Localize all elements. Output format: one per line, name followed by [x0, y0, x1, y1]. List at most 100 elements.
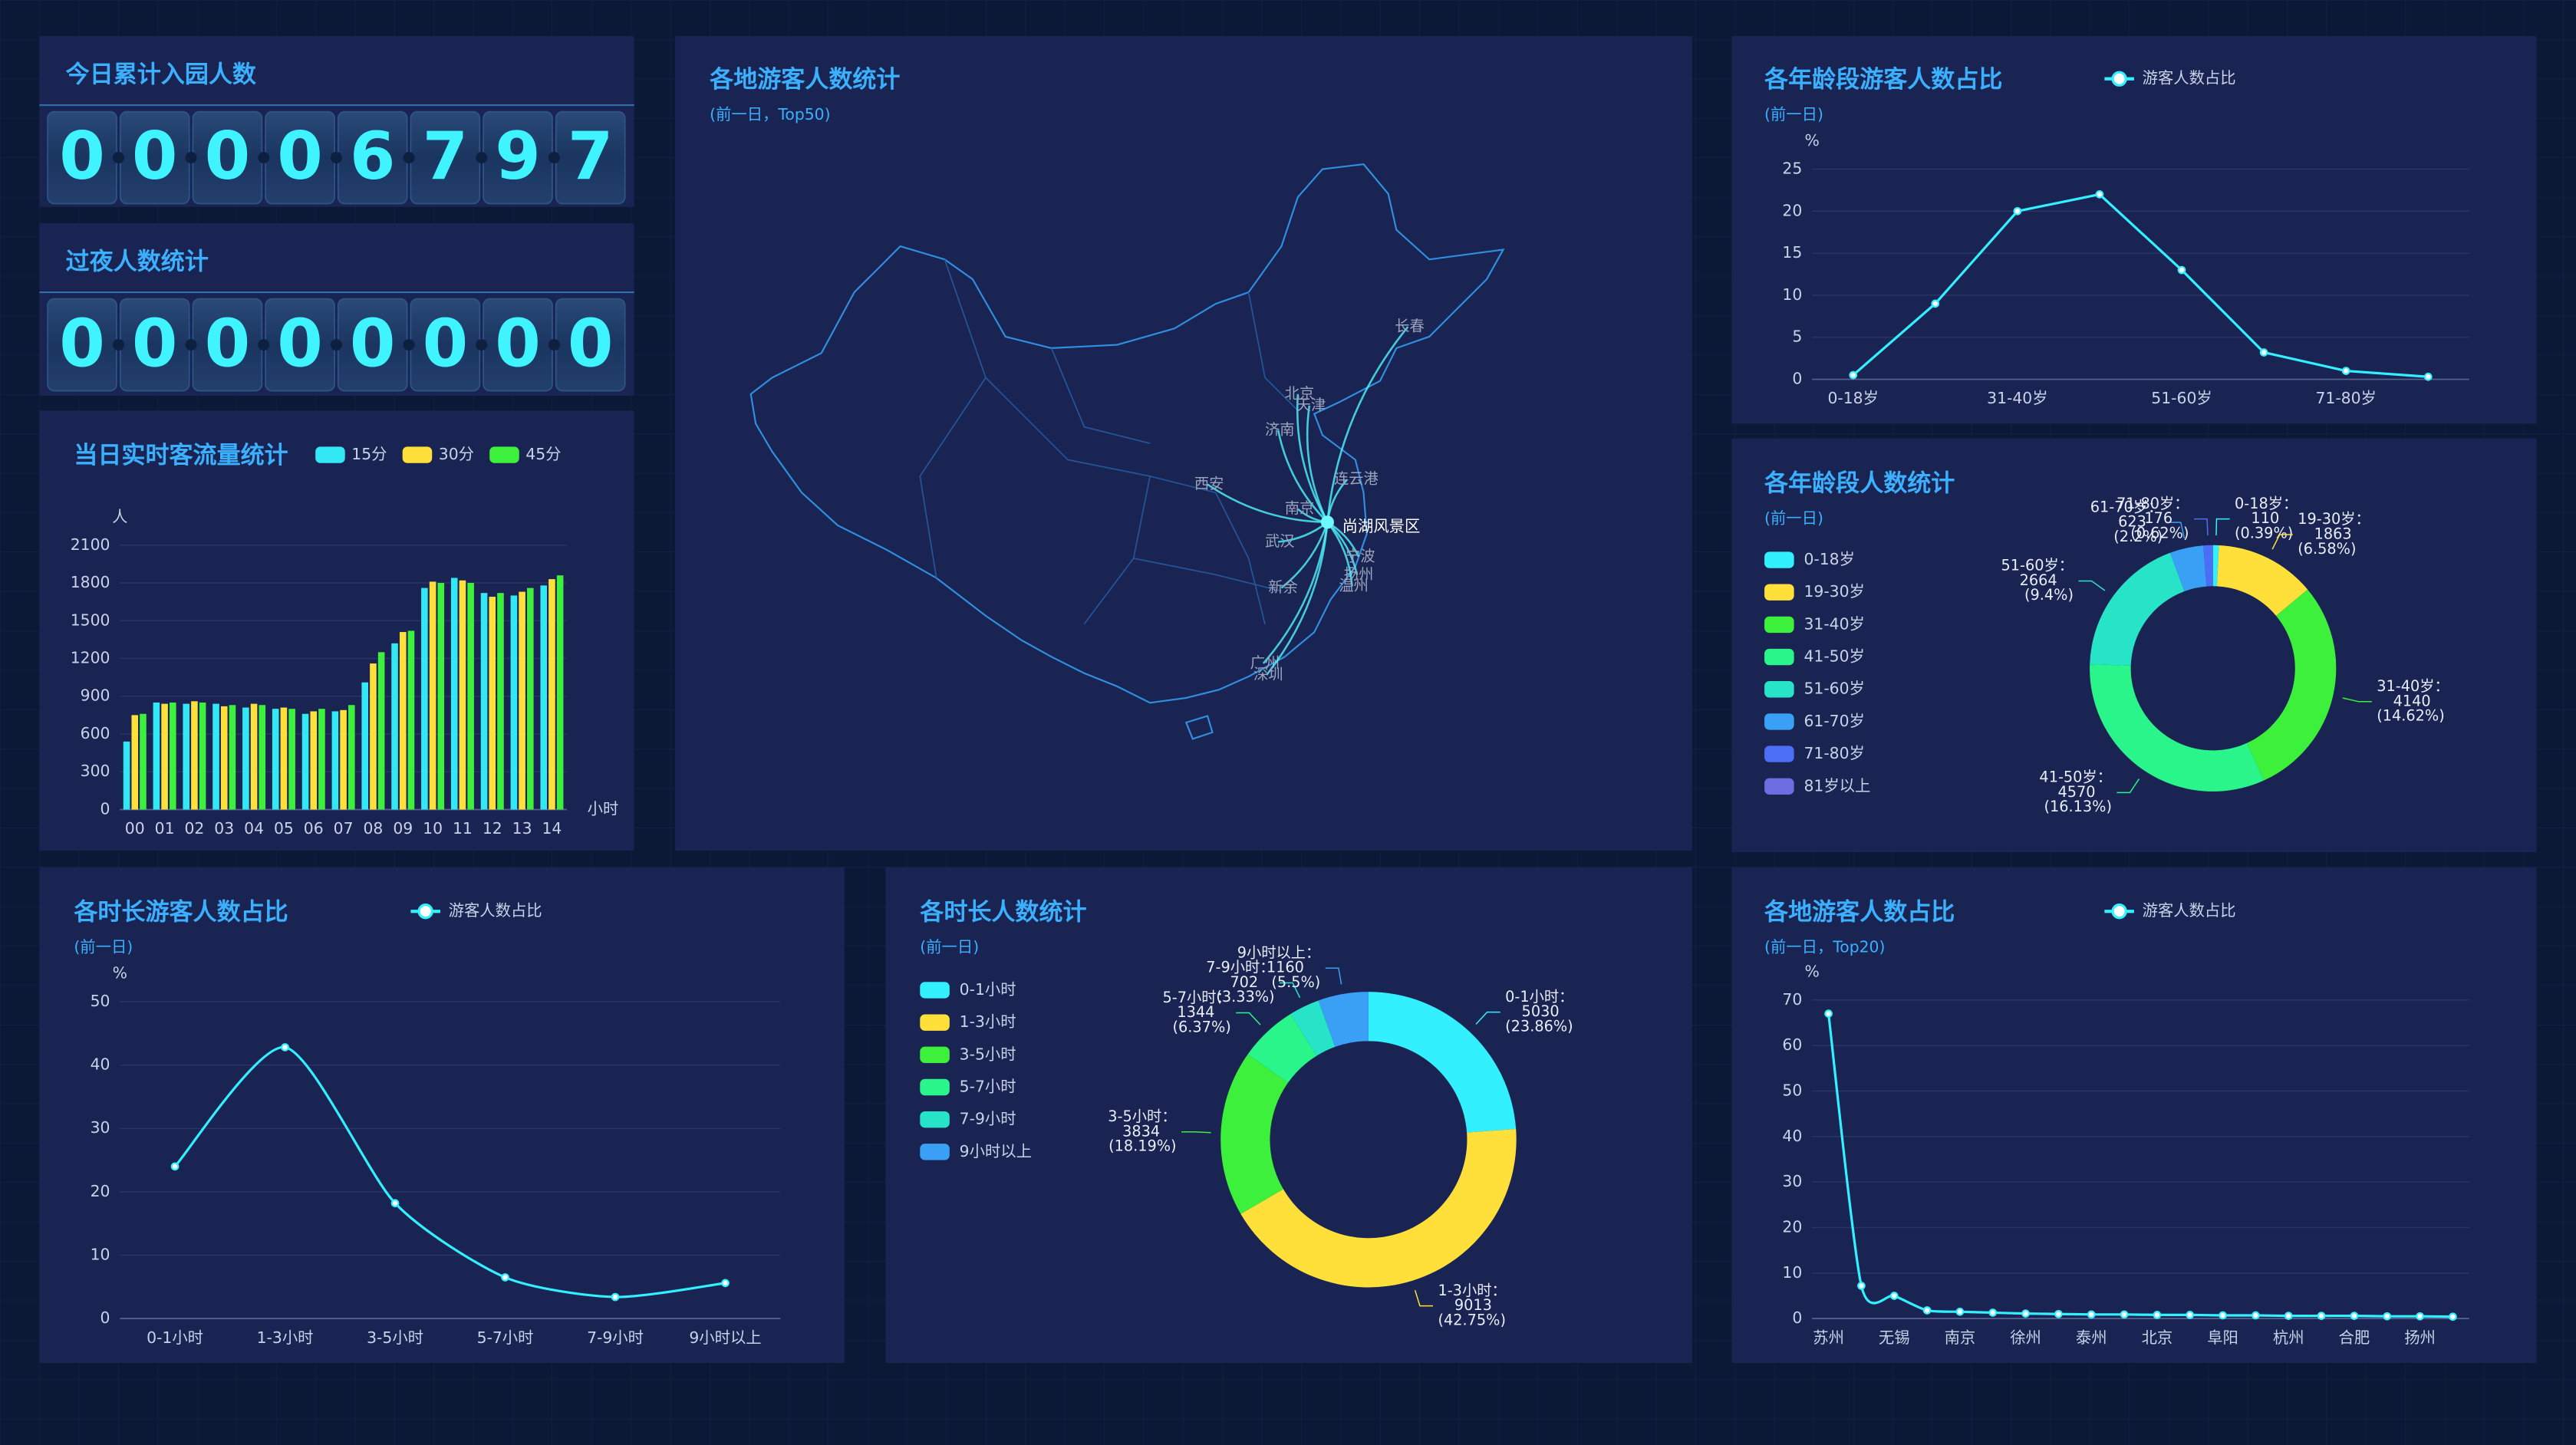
x-tick-label: 13: [512, 819, 532, 838]
legend-label: 45分: [525, 445, 561, 463]
chart-title: 各时长人数统计: [919, 898, 1086, 926]
x-tick-label: 02: [184, 819, 204, 838]
y-tick-label: 10: [1782, 285, 1802, 304]
x-tick-label: 3-5小时: [367, 1328, 423, 1347]
data-label: 1160: [1267, 959, 1304, 976]
city-label: 北京: [1285, 384, 1315, 402]
tile-joint: [548, 152, 560, 164]
data-label-name: 61-70岁：: [2090, 498, 2163, 515]
chart-title: 各年龄段人数统计: [1764, 470, 1955, 498]
data-label: 4570: [2058, 783, 2096, 801]
legend-marker: [2111, 904, 2127, 920]
x-tick-label: 北京: [2142, 1328, 2173, 1347]
digit: 0: [132, 306, 178, 382]
chart-title: 各地游客人数占比: [1764, 898, 1955, 926]
panel: [1731, 36, 2537, 424]
y-tick-label: 600: [81, 724, 110, 742]
leader-line: [2342, 697, 2372, 703]
tile-joint: [403, 339, 415, 351]
leader-line: [2078, 580, 2106, 591]
data-label: 1344: [1177, 1003, 1214, 1021]
point: [1857, 1282, 1866, 1290]
city-label: 连云港: [1334, 470, 1379, 488]
y-tick-label: 30: [91, 1118, 110, 1137]
digit: 0: [205, 306, 251, 382]
bar: [310, 711, 318, 810]
china-outline: [749, 163, 1505, 704]
data-label-name: 3-5小时：: [1108, 1108, 1176, 1125]
bar: [140, 713, 147, 810]
pie-slice: [1240, 1128, 1517, 1288]
x-tick-label: 71-80岁: [2315, 389, 2376, 407]
leader-line: [2167, 522, 2186, 539]
digit: 0: [423, 306, 469, 382]
y-tick-label: 40: [91, 1055, 110, 1074]
point: [2095, 190, 2104, 199]
y-tick-label: 0: [1792, 370, 1802, 388]
bar: [391, 643, 398, 810]
bar: [250, 703, 258, 810]
data-label: 4140: [2393, 692, 2431, 709]
bar: [318, 709, 325, 810]
y-axis-label: 人: [112, 507, 127, 525]
chart-subtitle: (前一日): [1764, 105, 1823, 123]
data-label: 176: [2144, 509, 2172, 527]
data-label: 3834: [1122, 1122, 1160, 1140]
bar: [280, 707, 288, 810]
data-label-percent: (3.33%): [1216, 988, 1274, 1006]
point: [2153, 1311, 2162, 1319]
x-tick-label: 无锡: [1879, 1328, 1910, 1347]
point: [2350, 1312, 2359, 1320]
pie-slice: [2090, 664, 2265, 792]
digit: 9: [495, 119, 541, 195]
hainan: [1184, 715, 1214, 740]
data-label: 702: [1230, 973, 1258, 991]
bar: [131, 715, 139, 810]
legend-swatch: [920, 1144, 950, 1160]
y-tick-label: 60: [1782, 1035, 1802, 1054]
legend-label: 51-60岁: [1804, 680, 1864, 698]
legend-label: 1-3小时: [960, 1012, 1016, 1031]
chart-title: 当日实时客流量统计: [74, 442, 288, 469]
tile-joint: [403, 152, 415, 164]
data-label-percent: (6.58%): [2298, 540, 2356, 558]
y-tick-label: 0: [1792, 1308, 1802, 1327]
bar: [212, 703, 219, 810]
data-label-percent: (2.2%): [2113, 528, 2163, 545]
x-tick-label: 11: [453, 819, 473, 838]
point: [2317, 1312, 2326, 1320]
y-tick-label: 5: [1792, 328, 1802, 346]
legend-label: 61-70岁: [1804, 712, 1864, 730]
x-tick-label: 扬州: [2404, 1328, 2436, 1347]
point: [2219, 1311, 2227, 1320]
tile-joint: [476, 339, 488, 351]
map-title: 各地游客人数统计: [709, 66, 900, 94]
bar: [407, 630, 415, 810]
legend-swatch: [1764, 616, 1794, 634]
bar: [161, 703, 168, 810]
leader-line: [1414, 1289, 1434, 1307]
bar: [153, 702, 160, 810]
tile-joint: [185, 339, 197, 351]
bar: [377, 652, 385, 810]
map-subtitle: (前一日，Top50): [710, 105, 830, 123]
bar: [183, 703, 189, 810]
bar: [459, 580, 466, 810]
legend-swatch: [920, 1046, 950, 1064]
legend-label: 0-18岁: [1804, 550, 1854, 568]
point: [281, 1043, 289, 1052]
legend-swatch: [920, 1078, 950, 1096]
tile-joint: [330, 152, 342, 164]
point: [2383, 1312, 2392, 1321]
y-tick-label: 50: [1782, 1081, 1802, 1099]
pie-slice: [2212, 545, 2219, 587]
panel: [39, 867, 845, 1363]
point: [611, 1292, 620, 1302]
leader-line: [2116, 778, 2140, 794]
point: [1889, 1292, 1899, 1300]
point: [2284, 1312, 2293, 1320]
y-tick-label: 20: [1782, 1217, 1802, 1236]
y-tick-label: 50: [91, 992, 110, 1010]
bar: [288, 709, 295, 810]
